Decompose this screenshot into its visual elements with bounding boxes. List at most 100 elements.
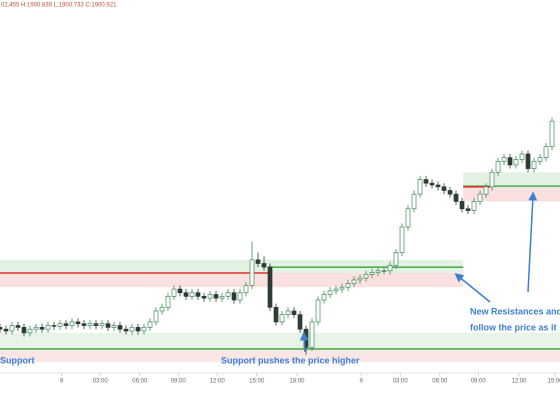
candle-body xyxy=(123,328,129,332)
candle-body xyxy=(507,157,513,166)
candle-body xyxy=(3,328,9,332)
candle-body xyxy=(171,288,177,297)
candle-body xyxy=(105,323,111,328)
candle-body xyxy=(279,314,285,323)
candles xyxy=(0,117,555,355)
arrow xyxy=(299,331,309,353)
x-tick-label: 8 xyxy=(60,379,64,385)
candle-body xyxy=(309,321,315,348)
candle-body xyxy=(351,279,357,284)
x-tick-label: 06:00 xyxy=(432,379,448,385)
candle-body xyxy=(357,277,363,281)
candle-body xyxy=(69,321,75,326)
candle-body xyxy=(477,193,483,202)
candle-body xyxy=(417,179,423,195)
zone xyxy=(463,172,560,187)
x-tick-label: 9 xyxy=(360,379,364,385)
candle-body xyxy=(99,323,105,326)
candle-body xyxy=(87,323,93,326)
candle-body xyxy=(165,296,171,308)
candle-body xyxy=(147,321,153,328)
candle-body xyxy=(273,306,279,323)
candle-body xyxy=(369,272,375,275)
annotation: Support pushes the price higher xyxy=(221,355,360,365)
candle-body xyxy=(537,157,543,162)
candle-body xyxy=(213,294,219,299)
candle-body xyxy=(465,208,471,211)
candle-body xyxy=(177,288,183,294)
candle-body xyxy=(63,323,69,326)
candle-body xyxy=(435,184,441,188)
x-tick-label: 12:00 xyxy=(210,379,226,385)
candle-body xyxy=(543,146,549,158)
candle-body xyxy=(249,259,255,286)
candle-body xyxy=(111,325,117,328)
candle-body xyxy=(255,259,261,264)
candle-body xyxy=(453,193,459,202)
x-tick-label: 12:00 xyxy=(512,379,528,385)
candle-body xyxy=(411,193,417,210)
candle-body xyxy=(495,160,501,173)
candle-body xyxy=(9,325,15,332)
candle-body xyxy=(267,266,273,308)
x-tick-label: 15:00 xyxy=(249,379,265,385)
candle-body xyxy=(81,323,87,326)
x-axis-ticks: 8 03:00 06:00 09:00 12:00 15:00 18:00 9 03:00 06:… xyxy=(60,373,560,385)
candle-body xyxy=(339,286,345,290)
candle-body xyxy=(345,283,351,288)
candle-body xyxy=(459,201,465,210)
candle-body xyxy=(441,186,447,191)
zone xyxy=(0,348,560,363)
candle-body xyxy=(381,270,387,272)
x-tick-label: 09:00 xyxy=(471,379,487,385)
candle-body xyxy=(285,310,291,315)
candle-body xyxy=(159,306,165,312)
candle-body xyxy=(135,327,141,332)
candle-body xyxy=(33,327,39,330)
candle-body xyxy=(27,328,33,334)
candle-body xyxy=(327,290,333,295)
candle-body xyxy=(321,294,327,301)
candle-body xyxy=(207,294,213,299)
candle-body xyxy=(549,120,555,148)
candle-body xyxy=(387,264,393,272)
candle-body xyxy=(297,314,303,330)
x-tick-label: 18:00 xyxy=(290,379,306,385)
candle-body xyxy=(75,321,81,325)
candle-body xyxy=(405,208,411,228)
zone xyxy=(0,259,464,273)
candle-body xyxy=(429,182,435,186)
candle-body xyxy=(183,292,189,297)
candle-body xyxy=(189,292,195,297)
annotation: New Resistances and xyxy=(470,306,560,316)
candle-body xyxy=(45,325,51,330)
candle-body xyxy=(501,157,507,162)
levels xyxy=(0,185,560,350)
ohlc-header: 02.455 H:1900.830 L:1900.733 C:1900.921 xyxy=(1,3,117,9)
candle-body xyxy=(423,179,429,184)
candle-body xyxy=(261,263,267,268)
candle-body xyxy=(117,325,123,330)
candle-body xyxy=(93,323,99,326)
candle-body xyxy=(393,252,399,266)
candle-body xyxy=(39,327,45,330)
x-tick-label: 03:00 xyxy=(93,379,109,385)
x-tick-label: 15:00 xyxy=(548,379,560,385)
candle-body xyxy=(399,226,405,253)
zone xyxy=(0,332,560,349)
x-tick-label: 06:00 xyxy=(132,379,148,385)
candle-body xyxy=(375,270,381,273)
candle-body xyxy=(471,201,477,211)
candle-body xyxy=(15,325,21,328)
candle-body xyxy=(57,323,63,327)
candle-body xyxy=(291,310,297,315)
candle-body xyxy=(315,299,321,323)
candle-body xyxy=(525,153,531,169)
candle-body xyxy=(129,327,135,332)
candle-body xyxy=(531,160,537,169)
candle-body xyxy=(51,325,57,327)
annotation: Support xyxy=(0,355,35,365)
x-tick-label: 09:00 xyxy=(171,379,187,385)
candle-body xyxy=(141,327,147,332)
candle-body xyxy=(489,171,495,188)
